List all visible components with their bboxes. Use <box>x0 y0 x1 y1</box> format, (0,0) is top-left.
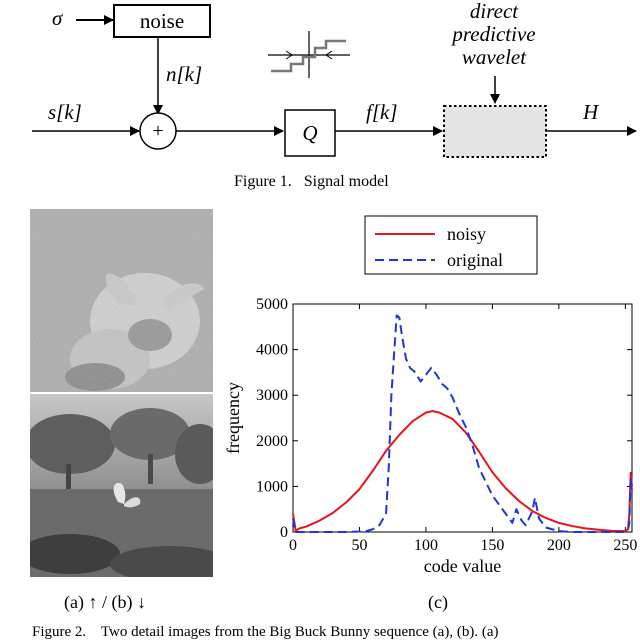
noise-signal-label: n[k] <box>166 62 203 86</box>
noise-block <box>113 4 211 38</box>
legend-box <box>364 215 538 275</box>
legend-label-original: original <box>447 250 503 270</box>
y-axis-label: frequency <box>223 382 243 454</box>
x-tick-label: 0 <box>289 537 297 554</box>
x-tick-label: 150 <box>480 537 504 554</box>
y-tick-label: 1000 <box>256 478 288 495</box>
method-direct: direct <box>469 0 519 23</box>
legend-label-noisy: noisy <box>447 224 486 244</box>
adder-symbol: + <box>152 120 164 142</box>
x-tick-label: 250 <box>613 537 637 554</box>
x-tick-label: 50 <box>351 537 367 554</box>
subcaption-ab: (a) ↑ / (b) ↓ <box>64 592 146 612</box>
y-tick-label: 2000 <box>256 433 288 450</box>
y-tick-label: 4000 <box>256 342 288 359</box>
noise-label: noise <box>139 9 185 33</box>
quantized-signal-label: f[k] <box>366 100 398 124</box>
butterfly-scene-image <box>30 394 213 577</box>
quantizer-staircase-icon <box>268 31 350 78</box>
plot-frame <box>292 303 633 533</box>
x-tick-label: 200 <box>547 537 571 554</box>
series-line-original <box>292 314 633 533</box>
series-line-noisy <box>292 410 633 533</box>
method-wavelet: wavelet <box>461 45 527 69</box>
x-axis-label: code value <box>424 556 501 576</box>
subcaption-c: (c) <box>428 592 448 612</box>
noisy-rabbit-image <box>30 209 213 392</box>
x-tick-label: 100 <box>414 537 438 554</box>
y-tick-label: 0 <box>280 524 288 541</box>
sigma-label: σ <box>52 6 63 30</box>
input-signal-label: s[k] <box>48 100 82 124</box>
figure-1-caption: Figure 1. Signal model <box>234 173 389 190</box>
figure-2-caption: Figure 2. Two detail images from the Big… <box>32 624 499 640</box>
y-tick-label: 3000 <box>256 387 288 404</box>
quantizer-label: Q <box>302 121 318 145</box>
signal-model-diagram <box>32 4 637 158</box>
quantizer-block <box>284 109 336 157</box>
output-label: H <box>583 100 599 124</box>
coder-block <box>443 105 547 158</box>
y-tick-label: 5000 <box>256 296 288 313</box>
method-list: direct predictive wavelet <box>432 0 556 69</box>
method-predictive: predictive <box>452 22 536 46</box>
histogram-chart: 0 50 100 150 200 250 0 1000 2000 3000 4000 5000 code… <box>223 215 637 576</box>
